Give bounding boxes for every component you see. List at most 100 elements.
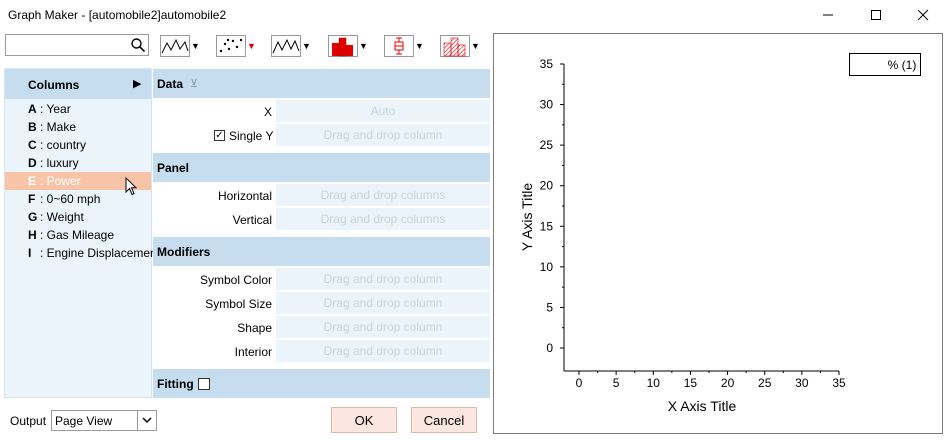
column-letter: C [28, 138, 37, 152]
scatter-plot-button[interactable]: ▼ [216, 34, 256, 58]
interior-drop-zone[interactable]: Drag and drop column [276, 340, 490, 362]
column-item-h[interactable]: H : Gas Mileage [5, 226, 151, 244]
dropdown-arrow-icon: ▼ [302, 41, 311, 51]
chart-svg: 0 5 10 15 20 25 30 35 0 5 10 15 20 25 30 35 X Axis Tit… [519, 53, 921, 414]
symbol-size-label: Symbol Size [205, 297, 272, 311]
column-letter: D [28, 156, 37, 170]
column-item-a[interactable]: A : Year [5, 100, 151, 118]
output-select[interactable]: Page View [51, 410, 157, 431]
x-tick-label: 5 [613, 376, 620, 390]
x-axis-title: X Axis Title [668, 398, 737, 414]
x-tick-label: 35 [832, 376, 846, 390]
symbol-color-drop-zone[interactable]: Drag and drop column [276, 268, 490, 290]
legend-text: % (1) [888, 58, 917, 72]
stacked-column-icon [440, 35, 470, 57]
fitting-section-header[interactable]: Fitting [153, 369, 490, 398]
single-y-checkbox[interactable]: ✓ [214, 130, 225, 141]
title-bar[interactable]: Graph Maker - [automobile2]automobile2 [0, 0, 948, 30]
legend-box[interactable] [849, 53, 921, 76]
fitting-checkbox[interactable] [198, 378, 210, 390]
box-plot-button[interactable]: ▼ [384, 34, 424, 58]
horizontal-drop-zone[interactable]: Drag and drop columns [276, 184, 490, 206]
column-name: : Make [40, 120, 77, 134]
y-tick-label: 30 [540, 98, 554, 112]
fitting-section-title: Fitting [157, 377, 194, 391]
y-drop-zone[interactable]: Drag and drop column [276, 124, 490, 146]
columns-title: Columns [28, 78, 80, 92]
pin-icon[interactable]: ⊻ [190, 78, 199, 90]
minimize-button[interactable] [805, 0, 851, 30]
column-item-c[interactable]: C : country [5, 136, 151, 154]
y-tick-label: 35 [540, 57, 554, 71]
column-name: : Gas Mileage [40, 228, 115, 242]
column-icon [328, 35, 358, 57]
interior-label: Interior [234, 345, 272, 359]
dropdown-arrow-icon: ▼ [247, 41, 256, 51]
dropdown-arrow-icon: ▼ [415, 41, 424, 51]
column-name: : country [40, 138, 87, 152]
x-tick-label: 25 [758, 376, 772, 390]
scatter-icon [216, 35, 246, 57]
column-item-d[interactable]: D : luxury [5, 154, 151, 172]
dropdown-arrow-icon: ▼ [471, 41, 480, 51]
column-plot-button[interactable]: ▼ [328, 34, 368, 58]
single-y-label: Single Y [229, 129, 274, 143]
column-item-b[interactable]: B : Make [5, 118, 151, 136]
column-name: : 0~60 mph [40, 192, 101, 206]
close-button[interactable] [900, 0, 946, 30]
y-tick-label: 0 [546, 341, 553, 355]
maximize-icon [871, 10, 881, 20]
search-icon[interactable] [130, 37, 146, 53]
column-name: : luxury [40, 156, 79, 170]
column-letter: A [28, 102, 37, 116]
column-item-e[interactable]: E : Power [5, 172, 151, 190]
x-tick-label: 15 [684, 376, 698, 390]
column-item-i[interactable]: I : Engine Displacement [5, 244, 160, 262]
mouse-pointer-icon [125, 177, 138, 196]
x-label: X [263, 105, 272, 119]
box-icon [384, 35, 414, 57]
window-title: Graph Maker - [automobile2]automobile2 [8, 8, 227, 22]
symbol-color-label: Symbol Color [199, 273, 272, 287]
horizontal-label: Horizontal [217, 189, 272, 203]
column-letter: G [28, 210, 38, 224]
shape-drop-zone[interactable]: Drag and drop column [276, 316, 490, 338]
line-symbol-plot-button[interactable]: ▼ [271, 34, 311, 58]
column-name: : Engine Displacement [40, 246, 161, 260]
ok-button[interactable]: OK [331, 407, 397, 433]
close-icon [917, 9, 929, 21]
symbol-size-drop-zone[interactable]: Drag and drop column [276, 292, 490, 314]
column-letter: B [28, 120, 37, 134]
columns-panel: Columns ▶ A : Year B : Make C : country … [4, 68, 160, 398]
search-input[interactable] [5, 34, 149, 56]
expand-arrow-icon[interactable]: ▶ [133, 78, 142, 90]
stacked-column-plot-button[interactable]: ▼ [440, 34, 480, 58]
x-drop-zone[interactable]: Auto [276, 100, 490, 122]
line-plot-button[interactable]: ▼ [160, 34, 200, 58]
panel-section-title: Panel [157, 161, 190, 175]
minimize-icon [823, 14, 833, 16]
columns-header[interactable]: Columns ▶ [5, 69, 151, 99]
data-section-title: Data [157, 77, 184, 91]
line-icon [160, 35, 190, 57]
column-item-g[interactable]: G : Weight [5, 208, 151, 226]
column-letter: E [28, 174, 37, 188]
graph-preview[interactable]: 0 5 10 15 20 25 30 35 0 5 10 15 20 25 30 35 X Axis Tit… [493, 33, 943, 434]
y-tick-label: 25 [540, 138, 554, 152]
shape-label: Shape [237, 321, 272, 335]
data-section-header[interactable]: Data ⊻ [153, 69, 490, 98]
vertical-label: Vertical [232, 213, 272, 227]
y-tick-label: 15 [540, 219, 554, 233]
dropdown-arrow-icon: ▼ [359, 41, 368, 51]
dropdown-arrow-icon: ▼ [191, 41, 200, 51]
modifiers-section-header[interactable]: Modifiers [153, 237, 490, 266]
y-axis-title: Y Axis Title [519, 183, 535, 251]
vertical-drop-zone[interactable]: Drag and drop columns [276, 208, 490, 230]
output-value: Page View [55, 414, 113, 428]
cancel-button[interactable]: Cancel [411, 407, 477, 433]
output-label: Output [10, 414, 47, 428]
maximize-button[interactable] [853, 0, 899, 30]
column-item-f[interactable]: F : 0~60 mph [5, 190, 151, 208]
panel-section-header[interactable]: Panel [153, 153, 490, 182]
chevron-down-icon[interactable] [137, 411, 156, 430]
